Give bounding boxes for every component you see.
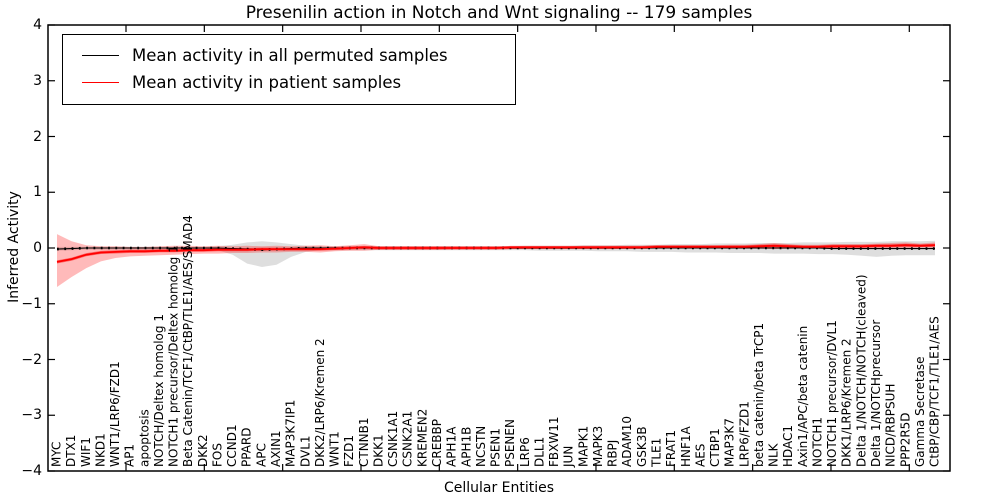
x-category-label: RBPJ [606,440,620,467]
legend-label-permuted: Mean activity in all permuted samples [132,46,448,65]
x-category-label: beta catenin/beta TrCP1 [752,323,766,467]
y-tick-label: 4 [33,17,42,33]
x-category-label: NKD1 [93,433,107,467]
x-category-label: DTX1 [64,435,78,467]
x-category-label: CSNK2A1 [401,411,415,467]
x-category-label: AES [693,444,707,467]
x-category-label: NICD/RBPSUH [884,384,898,467]
x-category-label: MYC [50,442,64,467]
x-category-label: Gamma Secretase [913,356,927,467]
x-category-label: CCND1 [225,424,239,467]
legend: Mean activity in all permuted samples Me… [62,34,516,105]
patient-line-swatch [82,82,119,83]
y-tick-label: 2 [33,128,42,145]
y-tick-label: 1 [33,184,42,201]
x-category-label: DLL1 [532,437,546,467]
x-category-label: Beta Catenin/TCF1/CtBP/TLE1/AES/SMAD4 [181,215,195,467]
x-category-label: AXIN1 [269,430,283,467]
x-category-label: Delta 1/NOTCHprecursor [869,320,883,467]
chart-title: Presenilin action in Notch and Wnt signa… [245,3,753,23]
x-category-label: GSK3B [635,426,649,467]
x-category-label: APH1B [459,427,473,467]
x-category-label: NOTCH1 precursor/Deltex homolog 1 [167,245,181,467]
x-category-label: CSNK1A1 [386,411,400,467]
x-axis-label: Cellular Entities [443,480,555,496]
x-category-label: Axin1/APC/beta catenin [796,326,810,467]
y-tick-label: −3 [21,407,42,424]
x-category-label: HNF1A [679,425,693,467]
x-category-label: NLK [767,442,781,467]
patient-mean-line [56,244,936,263]
x-category-label: PPARD [240,428,254,468]
x-category-label: PSENEN [503,419,517,467]
x-category-label: CtBP/CBP/TCF1/TLE1/AES [928,316,942,467]
x-category-label: NCSTN [474,426,488,467]
x-category-label: WNT1 [328,431,342,467]
x-category-label: LRP6/FZD1 [737,401,751,467]
x-category-label: TLE1 [649,438,663,468]
x-category-label: PPP2R5D [898,412,912,467]
y-tick-label: 0 [33,240,42,256]
x-category-label: DKK1 [371,434,385,467]
y-tick-label: −4 [21,463,42,479]
x-category-label: AP1 [123,444,137,467]
x-category-label: APC [254,443,268,467]
x-category-label: MAPK3 [591,426,605,467]
x-category-label: DKK1/LRP6/Kremen 2 [840,338,854,467]
x-category-label: apoptosis [137,409,151,467]
x-category-label: WNT1/LRP6/FZD1 [108,361,122,467]
x-category-label: MAPK1 [576,426,590,467]
permuted-line-swatch [82,55,119,56]
x-category-label: NOTCH1 precursor/DVL1 [825,320,839,467]
x-category-label: FBXW11 [547,417,561,468]
x-category-label: FZD1 [342,435,356,467]
x-category-label: FOS [210,443,224,467]
legend-label-patient: Mean activity in patient samples [132,73,402,92]
x-category-label: NOTCH/Deltex homolog 1 [152,314,166,467]
legend-entry-permuted: Mean activity in all permuted samples [63,42,515,69]
x-category-label: LRP6 [518,437,532,467]
y-tick-label: 3 [33,72,42,89]
x-category-label: HDAC1 [781,425,795,467]
x-category-label: DKK2 [196,434,210,467]
x-category-label: DVL1 [298,435,312,467]
x-category-label: CTBP1 [708,428,722,467]
x-category-label: JUN [562,446,576,468]
x-category-label: KREMEN2 [415,409,429,467]
x-category-label: CTNNB1 [357,417,371,467]
x-category-label: MAP3K7IP1 [284,400,298,467]
y-tick-label: −1 [21,295,42,312]
x-category-label: WIF1 [79,437,93,467]
x-category-label: NOTCH1 [810,417,824,467]
legend-entry-patient: Mean activity in patient samples [63,69,515,96]
x-category-label: Delta 1/NOTCH/NOTCH(cleaved) [854,274,868,467]
x-category-label: ADAM10 [620,416,634,467]
x-category-label: PSEN1 [489,428,503,467]
x-category-label: FRAT1 [664,430,678,467]
x-category-label: APH1A [445,426,459,467]
y-tick-label: −2 [21,351,42,368]
x-category-label: DKK2/LRP6/Kremen 2 [313,338,327,467]
x-category-label: MAP3K7 [723,418,737,467]
x-category-label: CREBBP [430,419,444,467]
